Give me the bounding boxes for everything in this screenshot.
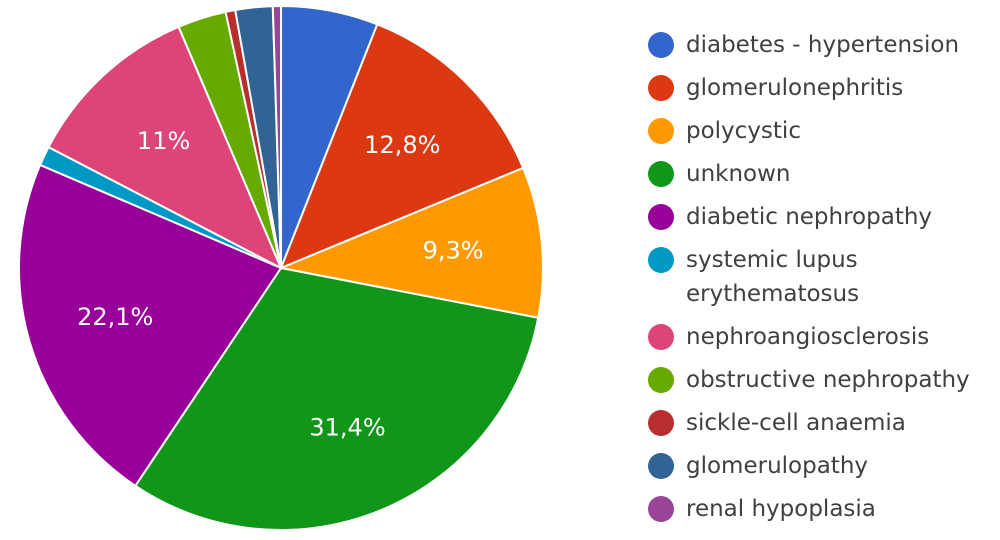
pie-slice-unknown[interactable] xyxy=(134,267,540,531)
pie-slices xyxy=(18,5,544,531)
data-label-diabetic-nephropathy: 22,1% xyxy=(77,303,153,331)
legend-item-glomerulopathy[interactable]: glomerulopathy xyxy=(648,449,998,483)
data-label-nephroangiosclerosis: 11% xyxy=(137,127,190,155)
pie-plot-area: 12,8% 9,3% 31,4% 22,1% 11% xyxy=(18,5,544,531)
legend-marker-icon xyxy=(648,453,674,479)
legend-label: sickle-cell anaemia xyxy=(686,410,906,436)
pie-slice-renal-hypoplasia[interactable] xyxy=(271,5,282,269)
pie-slice-glomerulonephritis[interactable] xyxy=(280,23,525,269)
legend-item-diabetic-nephropathy[interactable]: diabetic nephropathy xyxy=(648,200,998,234)
legend-label: nephroangiosclerosis xyxy=(686,324,930,350)
legend-item-sickle-cell-anaemia[interactable]: sickle-cell anaemia xyxy=(648,406,998,440)
legend-label: systemic lupus erythematosus xyxy=(686,247,860,307)
legend-item-glomerulonephritis[interactable]: glomerulonephritis xyxy=(648,71,998,105)
legend-marker-icon xyxy=(648,324,674,350)
legend-marker-icon xyxy=(648,75,674,101)
data-label-polycystic: 9,3% xyxy=(423,237,484,265)
legend-marker-icon xyxy=(648,161,674,187)
legend-marker-icon xyxy=(648,496,674,522)
legend-label: obstructive nephropathy xyxy=(686,367,970,393)
legend-item-obstructive-nephropathy[interactable]: obstructive nephropathy xyxy=(648,363,998,397)
legend-marker-icon xyxy=(648,204,674,230)
legend-marker-icon xyxy=(648,247,674,273)
chart-legend: diabetes - hypertension glomerulonephriti… xyxy=(648,28,998,535)
legend-item-unknown[interactable]: unknown xyxy=(648,157,998,191)
legend-label: diabetic nephropathy xyxy=(686,204,933,230)
pie-slice-diabetic-nephropathy[interactable] xyxy=(18,163,282,487)
data-label-glomerulonephritis: 12,8% xyxy=(364,131,440,159)
legend-marker-icon xyxy=(648,32,674,58)
legend-label: renal hypoplasia xyxy=(686,496,876,522)
pie-slice-nephroangiosclerosis[interactable] xyxy=(47,25,282,269)
legend-marker-icon xyxy=(648,367,674,393)
legend-label: glomerulonephritis xyxy=(686,75,904,101)
legend-label: polycystic xyxy=(686,118,801,144)
legend-label: unknown xyxy=(686,161,791,187)
pie-data-labels: 12,8% 9,3% 31,4% 22,1% 11% xyxy=(77,127,484,442)
legend-item-renal-hypoplasia[interactable]: renal hypoplasia xyxy=(648,492,998,526)
legend-marker-icon xyxy=(648,410,674,436)
legend-label: glomerulopathy xyxy=(686,453,869,479)
legend-label: diabetes - hypertension xyxy=(686,32,960,58)
data-label-unknown: 31,4% xyxy=(309,414,385,442)
legend-item-nephroangiosclerosis[interactable]: nephroangiosclerosis xyxy=(648,320,998,354)
legend-item-systemic-lupus-erythematosus[interactable]: systemic lupus erythematosus xyxy=(648,243,998,311)
legend-item-polycystic[interactable]: polycystic xyxy=(648,114,998,148)
legend-marker-icon xyxy=(648,118,674,144)
legend-item-diabetes-hypertension[interactable]: diabetes - hypertension xyxy=(648,28,998,62)
